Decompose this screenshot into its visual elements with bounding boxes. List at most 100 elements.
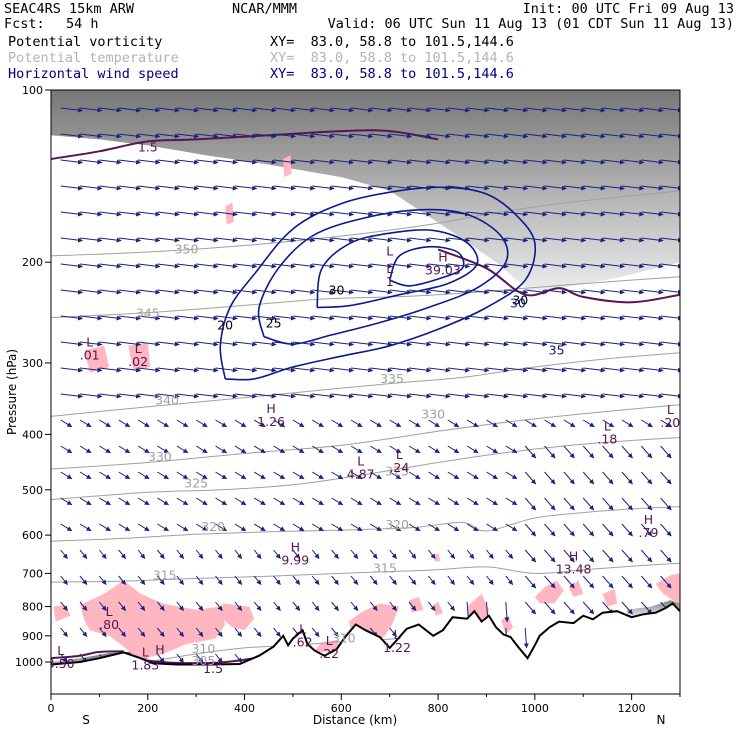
wind-vector [176,367,200,373]
wind-vector [486,341,509,347]
wind-vector [234,393,258,399]
wind-vector [505,341,529,347]
wind-vector [292,497,305,506]
wind-vector [292,367,316,373]
wind-vector [544,263,567,269]
wind-vector [350,133,374,139]
wind-vector [583,393,606,399]
valid-time: Valid: 06 UTC Sun 11 Aug 13 (01 CDT Sun … [327,16,734,32]
pv-extremum-marker: L [604,419,611,434]
wind-vector [660,341,680,347]
wind-vector [157,471,169,480]
wind-vector [621,133,645,139]
wind-vector [486,393,509,399]
wind-vector [408,419,421,428]
theta-contour-label: 330 [421,406,445,421]
wind-vector [524,601,537,615]
wind-vector [311,627,320,637]
wind-vector [602,185,625,191]
wind-vector [602,549,614,563]
wind-vector [428,575,436,585]
wind-vector [447,497,460,506]
negative-pv-region [312,639,342,652]
wind-vector [176,497,189,506]
wind-vector [505,523,518,532]
wind-vector [118,627,126,637]
wind-vector [389,315,412,321]
wind-vector [292,341,316,347]
x-tick-label: 400 [234,702,255,715]
wind-vector [312,159,335,165]
wind-vector [660,523,672,537]
wind-vector [215,497,228,506]
wind-vector [621,497,633,511]
wind-vector [60,263,83,269]
theta-contour-label: 35 [549,343,565,358]
wind-vector [563,237,587,243]
wind-vector [312,185,335,191]
pv-extremum-marker: L [357,454,364,469]
wind-vector [331,445,344,454]
wind-vector [79,419,92,428]
pv-extremum-value: .02 [128,354,148,369]
wind-vector [447,133,471,139]
theta-contour-label: 325 [184,475,208,490]
wind-vector [544,237,567,243]
wind-vector [254,263,277,269]
forecast-hours: 54 h [66,16,99,32]
wind-vector [331,263,354,269]
wind-vector [99,237,122,243]
wind-vector [99,419,111,428]
wind-vector [234,471,247,480]
wind-vector [486,263,509,269]
wind-vector [428,367,451,373]
wind-vector [525,237,548,243]
wind-vector [118,575,126,585]
wind-vector [118,471,131,480]
wind-vector [602,289,625,295]
wind-vector [79,107,103,113]
wind-vector [428,419,440,428]
wind-vector [60,419,73,428]
wind-vector [79,289,103,295]
pv-extremum-value: 13.48 [556,561,592,576]
wind-vector [138,289,161,295]
wind-vector [273,471,286,480]
wind-vector [505,445,518,454]
wind-vector [640,445,653,459]
wind-vector [544,185,567,191]
wind-vector [447,107,471,113]
wind-vector [254,211,277,217]
theta-contour-label: 320 [385,517,409,532]
wind-vector [215,601,223,611]
wind-vector [215,315,238,321]
wind-vector [234,445,247,454]
wind-vector [563,263,587,269]
wind-vector [350,601,359,611]
wind-vector [118,419,131,428]
wind-vector [157,575,165,585]
wind-vector [525,107,548,113]
wind-vector [79,237,103,243]
theta-contour [51,404,680,470]
wind-vector [524,445,537,459]
wind-vector [544,445,556,459]
wind-vector [389,523,402,532]
wind-vector [428,185,451,191]
wind-vector [234,289,258,295]
wind-vector [176,133,200,139]
wind-vector [621,159,645,165]
wind-vector [99,211,122,217]
wind-vector [118,549,126,559]
wind-vector [312,289,335,295]
wind-vector [505,211,529,217]
south-endpoint-label: S [82,713,90,727]
wind-vector [408,367,432,373]
wind-vector [273,523,286,532]
wind-vector [563,523,575,537]
wind-vector [99,393,122,399]
wind-vector [408,159,432,165]
wind-vector [582,601,595,615]
wind-vector [99,185,122,191]
wind-vector [234,601,243,611]
